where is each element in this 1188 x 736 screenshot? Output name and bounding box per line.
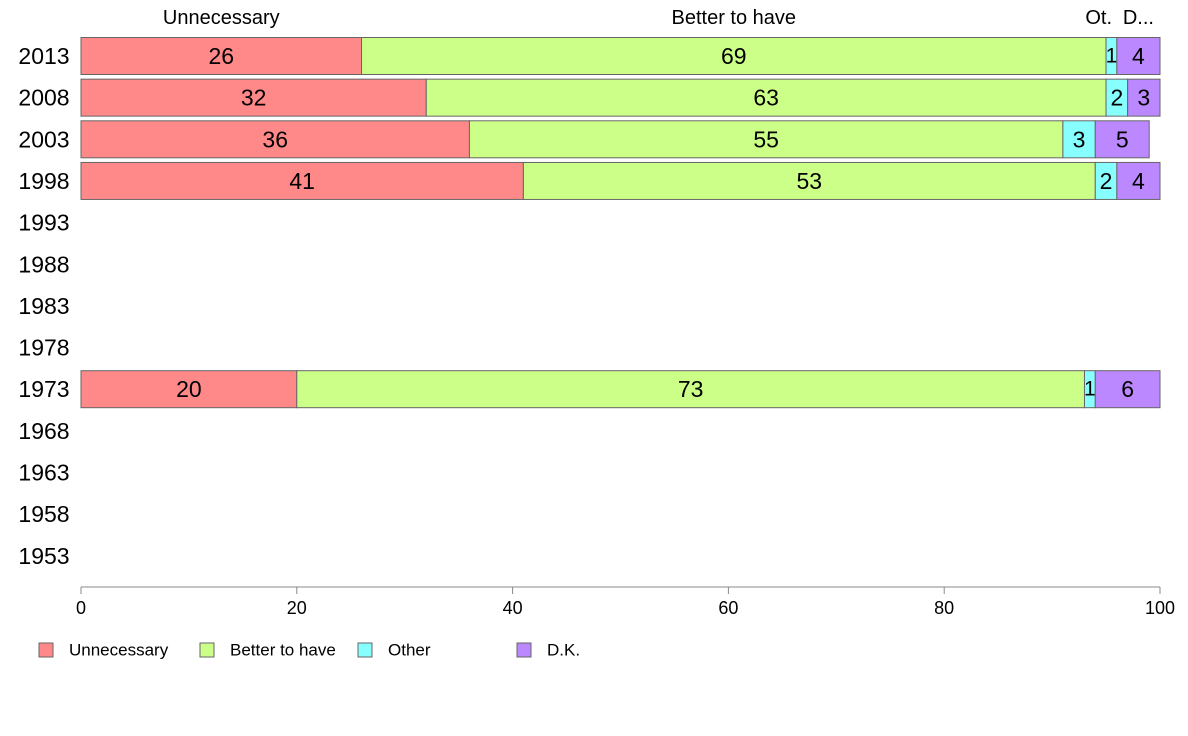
y-tick-label-1958: 1958: [18, 501, 69, 527]
y-tick-label-2008: 2008: [18, 85, 69, 111]
value-label-other-2013: 1: [1106, 45, 1118, 68]
y-tick-label-1983: 1983: [18, 293, 69, 319]
x-tick-label-0: 0: [76, 598, 86, 618]
x-tick-label-80: 80: [934, 598, 954, 618]
bar-better-to-have-1998: [522, 161, 1096, 200]
column-header-better-to-have: Better to have: [672, 7, 797, 29]
value-label-d-k-2013: 4: [1132, 43, 1145, 69]
y-tick-label-1993: 1993: [18, 210, 69, 236]
bar-d-k-2008: [1127, 78, 1161, 117]
bar-unnecessary-1973: [80, 370, 298, 409]
y-tick-label-1978: 1978: [18, 335, 69, 361]
value-label-better-to-have-2008: 63: [753, 85, 779, 111]
y-tick-label-1973: 1973: [18, 376, 69, 402]
value-label-other-2003: 3: [1073, 126, 1086, 152]
x-tick-label-60: 60: [718, 598, 738, 618]
value-label-better-to-have-1973: 73: [678, 376, 704, 402]
bar-unnecessary-2003: [80, 120, 470, 159]
column-headers: Unnecessary Better to have Ot. D...: [163, 7, 1154, 29]
legend-label-other: Other: [388, 641, 431, 660]
bar-d-k-2003: [1094, 120, 1150, 159]
y-tick-label-1963: 1963: [18, 460, 69, 486]
value-label-other-1998: 2: [1100, 168, 1113, 194]
bar-d-k-1973: [1094, 370, 1161, 409]
value-label-unnecessary-2008: 32: [241, 85, 267, 111]
y-tick-label-1968: 1968: [18, 418, 69, 444]
y-tick-label-2003: 2003: [18, 126, 69, 152]
legend-swatch-unnecessary: [38, 642, 54, 658]
value-label-unnecessary-2003: 36: [262, 126, 288, 152]
bar-better-to-have-2003: [468, 120, 1064, 159]
y-axis-labels: 2013 2008 2003 1998 1993 1988 1983 1978 1973 1968…: [18, 43, 69, 569]
bars: 26 69 1 432 63 2 336 55 3 541 53 2 420 73 1 6: [80, 37, 1161, 409]
y-tick-label-2013: 2013: [18, 43, 69, 69]
value-label-better-to-have-2003: 55: [753, 126, 779, 152]
legend-label-better-to-have: Better to have: [230, 641, 336, 660]
y-tick-label-1998: 1998: [18, 168, 69, 194]
legend-swatch-better-to-have: [199, 642, 215, 658]
x-tick-label-40: 40: [503, 598, 523, 618]
legend: Unnecessary Better to have Other D.K.: [38, 641, 580, 660]
value-label-unnecessary-1973: 20: [176, 376, 202, 402]
column-header-other: Ot.: [1085, 7, 1112, 29]
column-header-d-k: D...: [1123, 7, 1154, 29]
x-tick-label-100: 100: [1145, 598, 1175, 618]
value-label-other-1973: 1: [1084, 378, 1096, 401]
y-tick-label-1953: 1953: [18, 543, 69, 569]
x-tick-label-20: 20: [287, 598, 307, 618]
value-label-d-k-2008: 3: [1137, 85, 1150, 111]
value-label-unnecessary-2013: 26: [208, 43, 234, 69]
bar-d-k-2013: [1116, 37, 1161, 75]
value-label-d-k-1998: 4: [1132, 168, 1145, 194]
legend-swatch-other: [357, 642, 373, 658]
value-label-d-k-1973: 6: [1121, 376, 1134, 402]
bar-better-to-have-2013: [361, 37, 1107, 75]
bar-better-to-have-2008: [425, 78, 1107, 117]
value-label-other-2008: 2: [1110, 85, 1123, 111]
legend-label-d-k: D.K.: [547, 641, 580, 660]
bar-unnecessary-2013: [80, 37, 363, 75]
value-label-unnecessary-1998: 41: [289, 168, 315, 194]
value-label-better-to-have-1998: 53: [797, 168, 823, 194]
legend-label-unnecessary: Unnecessary: [69, 641, 169, 660]
bar-better-to-have-1973: [296, 370, 1085, 409]
bar-unnecessary-1998: [80, 161, 524, 200]
legend-swatch-d-k: [516, 642, 532, 658]
value-label-better-to-have-2013: 69: [721, 43, 747, 69]
column-header-unnecessary: Unnecessary: [163, 7, 280, 29]
y-tick-label-1988: 1988: [18, 251, 69, 277]
value-label-d-k-2003: 5: [1116, 126, 1129, 152]
x-axis: 0 20 40 60 80 100: [76, 586, 1175, 618]
bar-d-k-1998: [1116, 161, 1161, 200]
